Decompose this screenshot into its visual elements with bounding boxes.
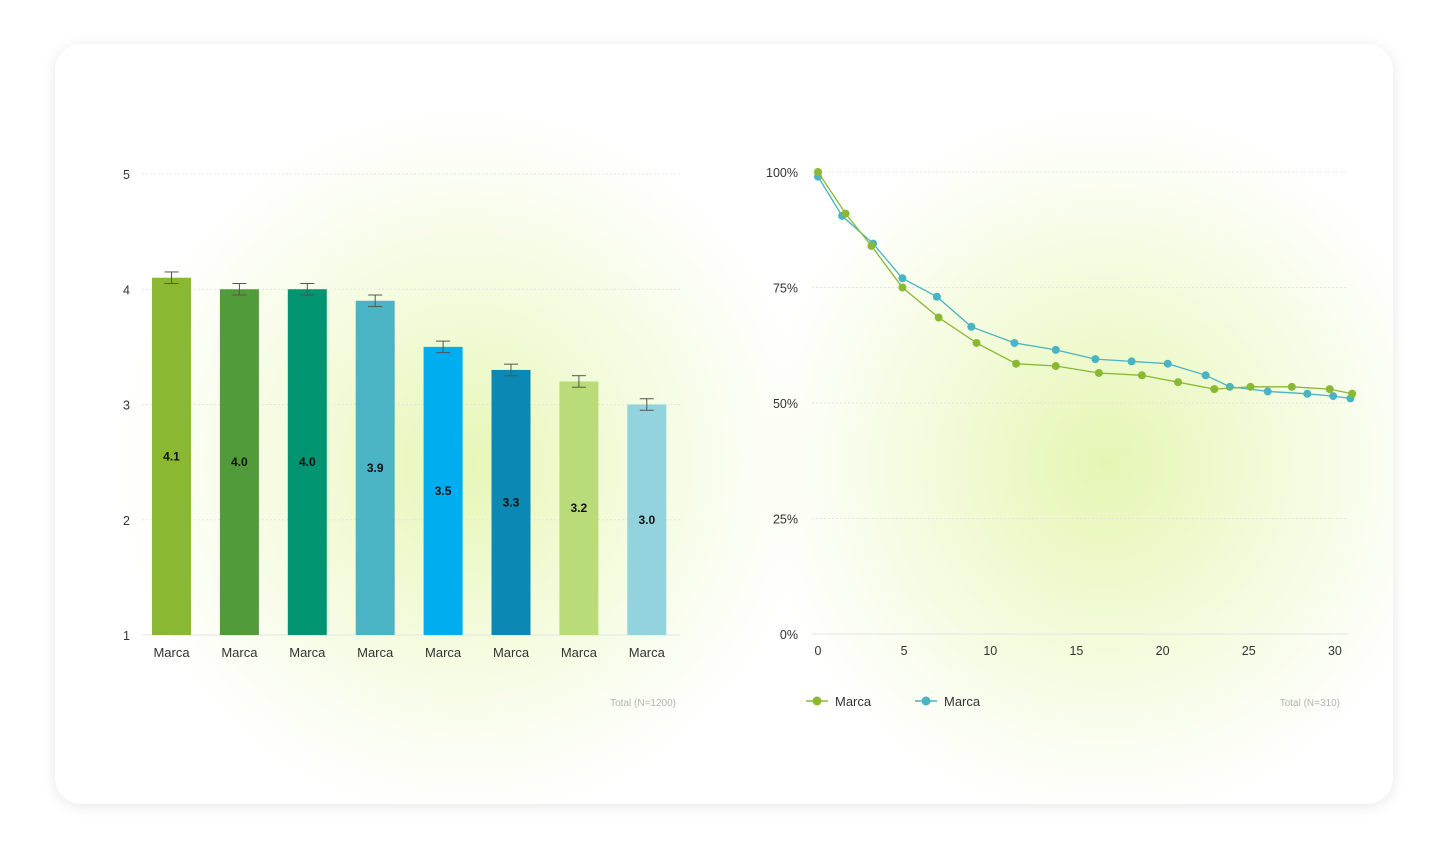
- data-point: [898, 274, 907, 283]
- data-point: [1325, 385, 1334, 394]
- x-category-label: Marca: [357, 645, 394, 660]
- data-point: [1329, 392, 1338, 401]
- data-label: 4.0: [299, 455, 316, 469]
- data-label: 4.0: [231, 455, 248, 469]
- x-category-label: Marca: [629, 645, 666, 660]
- bar: [423, 346, 463, 635]
- legend-swatch-marker: [812, 696, 822, 706]
- x-category-label: Marca: [561, 645, 598, 660]
- data-point: [1210, 385, 1219, 394]
- x-category-label: Marca: [153, 645, 190, 660]
- x-tick-label: 5: [901, 644, 908, 658]
- data-point: [1012, 359, 1021, 368]
- legend-label: Marca: [944, 694, 981, 709]
- data-point: [814, 168, 822, 176]
- data-point: [934, 313, 943, 322]
- bar: [355, 300, 395, 635]
- bar: [152, 277, 191, 635]
- series-line: [817, 171, 1353, 395]
- bar: [219, 289, 259, 635]
- x-category-label: Marca: [221, 645, 258, 660]
- data-point: [1263, 387, 1272, 396]
- x-tick-label: 15: [1069, 644, 1083, 658]
- x-tick-label: 0: [815, 644, 822, 658]
- bar: [491, 369, 531, 635]
- data-point: [1127, 357, 1136, 366]
- data-point: [1225, 382, 1234, 391]
- legend-swatch-marker: [921, 696, 931, 706]
- y-tick-label: 3: [123, 399, 130, 413]
- y-tick-label: 100%: [766, 166, 798, 180]
- x-tick-label: 20: [1156, 644, 1170, 658]
- data-point: [1246, 382, 1255, 391]
- data-point: [1303, 389, 1312, 398]
- y-tick-label: 0%: [780, 628, 798, 642]
- data-point: [1094, 368, 1103, 377]
- y-tick-label: 2: [123, 514, 130, 528]
- bar: [559, 381, 599, 635]
- x-category-label: Marca: [493, 645, 530, 660]
- data-point: [1163, 359, 1172, 368]
- data-label: 3.2: [571, 501, 588, 515]
- data-point: [1174, 378, 1183, 387]
- sample-note: Total (N=310): [1280, 698, 1340, 709]
- data-label: 3.5: [435, 484, 452, 498]
- data-point: [841, 209, 850, 218]
- data-point: [1051, 345, 1060, 354]
- data-label: 3.3: [503, 495, 520, 509]
- y-tick-label: 5: [123, 168, 130, 182]
- data-label: 4.1: [163, 449, 180, 463]
- x-category-label: Marca: [425, 645, 462, 660]
- data-label: 3.9: [367, 461, 384, 475]
- bar: [287, 289, 327, 635]
- legend-label: Marca: [835, 694, 872, 709]
- bar: [627, 404, 667, 635]
- data-point: [1348, 389, 1357, 398]
- data-point: [972, 338, 981, 347]
- x-category-label: Marca: [289, 645, 326, 660]
- data-point: [1010, 338, 1019, 347]
- y-tick-label: 50%: [773, 397, 798, 411]
- x-tick-label: 25: [1242, 644, 1256, 658]
- data-point: [1091, 355, 1100, 364]
- y-tick-label: 25%: [773, 513, 798, 527]
- data-point: [932, 292, 941, 301]
- data-point: [898, 283, 907, 292]
- data-point: [967, 322, 976, 331]
- y-tick-label: 4: [123, 283, 130, 297]
- data-point: [1137, 371, 1146, 380]
- y-tick-label: 75%: [773, 282, 798, 296]
- data-label: 3.0: [638, 513, 655, 527]
- data-point: [1287, 382, 1296, 391]
- y-tick-label: 1: [123, 629, 130, 643]
- data-point: [867, 241, 876, 250]
- x-tick-label: 10: [983, 644, 997, 658]
- data-point: [1201, 371, 1210, 380]
- data-point: [1051, 362, 1060, 371]
- x-tick-label: 30: [1328, 644, 1342, 658]
- sample-note: Total (N=1200): [610, 698, 676, 709]
